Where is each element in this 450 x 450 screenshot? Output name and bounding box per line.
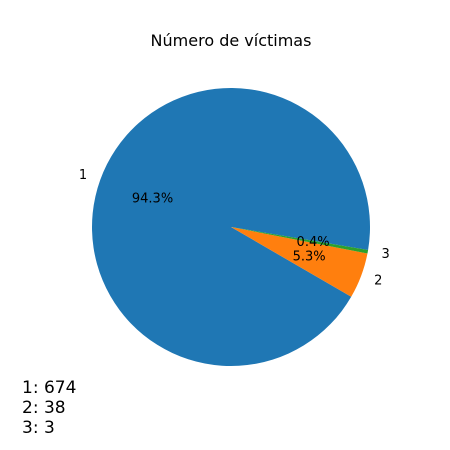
count-line-1: 1: 674: [22, 378, 76, 398]
counts-legend: 1: 674 2: 38 3: 3: [22, 378, 76, 438]
count-line-2: 2: 38: [22, 398, 66, 418]
chart-title: Número de víctimas: [151, 31, 312, 50]
slice-percent-label-2: 5.3%: [293, 249, 326, 264]
pie-slices: [92, 88, 370, 366]
slice-percent-label-3: 0.4%: [297, 235, 330, 250]
count-line-3: 3: 3: [22, 418, 55, 438]
slice-category-label-3: 3: [381, 247, 389, 262]
slice-percent-label-1: 94.3%: [132, 192, 173, 207]
slice-category-label-2: 2: [374, 274, 382, 289]
pie-slice-1: [92, 88, 370, 366]
slice-category-label-1: 1: [79, 168, 87, 183]
